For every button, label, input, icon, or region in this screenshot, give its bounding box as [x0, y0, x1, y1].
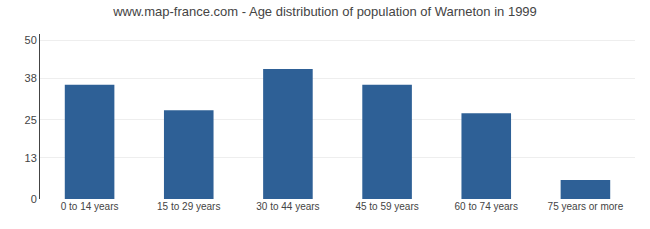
svg-text:15 to 29 years: 15 to 29 years: [157, 201, 220, 212]
svg-text:45 to 59 years: 45 to 59 years: [355, 201, 418, 212]
svg-text:60 to 74 years: 60 to 74 years: [455, 201, 518, 212]
svg-text:0: 0: [31, 193, 37, 205]
svg-text:25: 25: [25, 114, 37, 126]
svg-text:13: 13: [25, 152, 37, 164]
svg-text:50: 50: [25, 34, 37, 46]
svg-text:0 to 14 years: 0 to 14 years: [61, 201, 119, 212]
svg-text:38: 38: [25, 72, 37, 84]
svg-text:30 to 44 years: 30 to 44 years: [256, 201, 319, 212]
svg-text:www.map-france.com - Age distr: www.map-france.com - Age distribution of…: [112, 4, 537, 19]
svg-text:75 years or more: 75 years or more: [548, 201, 624, 212]
